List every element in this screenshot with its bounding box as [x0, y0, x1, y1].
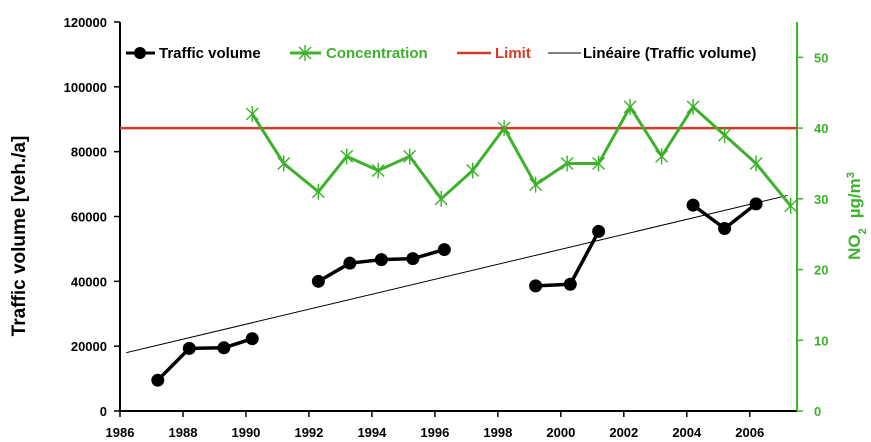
- y-axis-title: Traffic volume [veh./a]: [9, 136, 30, 337]
- traffic-point: [592, 224, 606, 238]
- concentration-point: [434, 190, 448, 207]
- traffic-point: [245, 332, 259, 346]
- x-tick-label: 1992: [294, 425, 323, 440]
- y2-axis-title: NO2 µg/m3: [845, 172, 869, 260]
- trend-line: [126, 194, 788, 354]
- legend-item-concentration: Concentration: [290, 45, 428, 62]
- y2-tick-label: 0: [814, 404, 821, 419]
- x-tick-label: 1988: [169, 425, 198, 440]
- traffic-segment: [535, 230, 601, 288]
- traffic-point: [686, 198, 700, 212]
- concentration-point: [340, 148, 354, 165]
- x-tick-label: 1986: [106, 425, 135, 440]
- concentration-point: [784, 197, 798, 214]
- legend-label-trend: Linéaire (Traffic volume): [583, 45, 756, 62]
- traffic-point: [343, 256, 357, 270]
- x-tick-label: 1996: [420, 425, 449, 440]
- x-tick-label: 1994: [357, 425, 387, 440]
- legend-marker-concentration: [298, 45, 312, 61]
- y2-tick-label: 40: [814, 121, 828, 136]
- y-tick-label: 0: [100, 404, 107, 419]
- concentration-point: [529, 176, 543, 193]
- x-tick-label: 2000: [546, 425, 575, 440]
- concentration-point: [749, 155, 763, 172]
- concentration-point: [686, 98, 700, 115]
- legend-label-limit: Limit: [495, 45, 531, 62]
- y2-label-sub: 2: [857, 228, 869, 234]
- legend-label-concentration: Concentration: [326, 45, 428, 62]
- legend-marker-traffic: [134, 47, 146, 59]
- y2-ticks: 0 10 20 30 40 50: [797, 50, 828, 419]
- y2-tick-label: 20: [814, 263, 828, 278]
- y-tick-label: 20000: [71, 339, 107, 354]
- traffic-point: [437, 243, 451, 257]
- legend-item-limit: Limit: [457, 45, 531, 62]
- y2-tick-label: 50: [814, 50, 828, 65]
- y-tick-label: 60000: [71, 210, 107, 225]
- y-ticks: 0 20000 40000 60000 80000 100000 120000: [64, 15, 120, 419]
- legend-item-traffic: Traffic volume: [126, 45, 261, 62]
- concentration-point: [311, 183, 325, 200]
- y-tick-label: 40000: [71, 274, 107, 289]
- traffic-point: [529, 279, 543, 293]
- y2-tick-label: 10: [814, 333, 828, 348]
- traffic-point: [311, 274, 325, 288]
- traffic-point: [374, 253, 388, 267]
- concentration-point: [277, 155, 291, 172]
- concentration-point: [718, 127, 732, 144]
- traffic-point: [151, 373, 165, 387]
- traffic-segment: [156, 337, 253, 382]
- y2-label-sup: 3: [845, 172, 857, 178]
- concentration-layer: [245, 98, 798, 214]
- traffic-point: [718, 221, 732, 235]
- x-tick-label: 2006: [735, 425, 764, 440]
- concentration-point: [245, 105, 259, 122]
- y-tick-label: 100000: [64, 80, 107, 95]
- concentration-line: [250, 105, 792, 207]
- traffic-point: [749, 197, 763, 211]
- legend-label-traffic: Traffic volume: [159, 45, 261, 62]
- concentration-point: [623, 98, 637, 115]
- y2-label-units: µg/m: [845, 178, 864, 218]
- concentration-point: [592, 155, 606, 172]
- y2-label-no: NO: [845, 234, 864, 260]
- legend-item-trend: Linéaire (Traffic volume): [548, 45, 756, 62]
- concentration-point: [466, 162, 480, 179]
- concentration-point: [497, 120, 511, 137]
- traffic-point: [217, 341, 231, 355]
- traffic-point: [563, 277, 577, 291]
- traffic-layer: [151, 197, 763, 387]
- legend: Traffic volume Concentration Limit Linéa…: [126, 45, 756, 62]
- concentration-point: [560, 155, 574, 172]
- traffic-point: [182, 341, 196, 355]
- x-tick-label: 2004: [672, 425, 702, 440]
- x-tick-label: 1990: [231, 425, 260, 440]
- x-ticks: 1986 1988 1990 1992 1994 1996 1998 2000 2002 2004…: [106, 411, 764, 440]
- trend-layer: [126, 194, 788, 354]
- concentration-point: [655, 148, 669, 165]
- y-tick-label: 120000: [64, 15, 107, 30]
- traffic-point: [406, 252, 420, 266]
- x-tick-label: 2002: [609, 425, 638, 440]
- concentration-point: [403, 148, 417, 165]
- x-tick-label: 1998: [483, 425, 512, 440]
- y-tick-label: 80000: [71, 145, 107, 160]
- concentration-point: [371, 162, 385, 179]
- y2-tick-label: 30: [814, 192, 828, 207]
